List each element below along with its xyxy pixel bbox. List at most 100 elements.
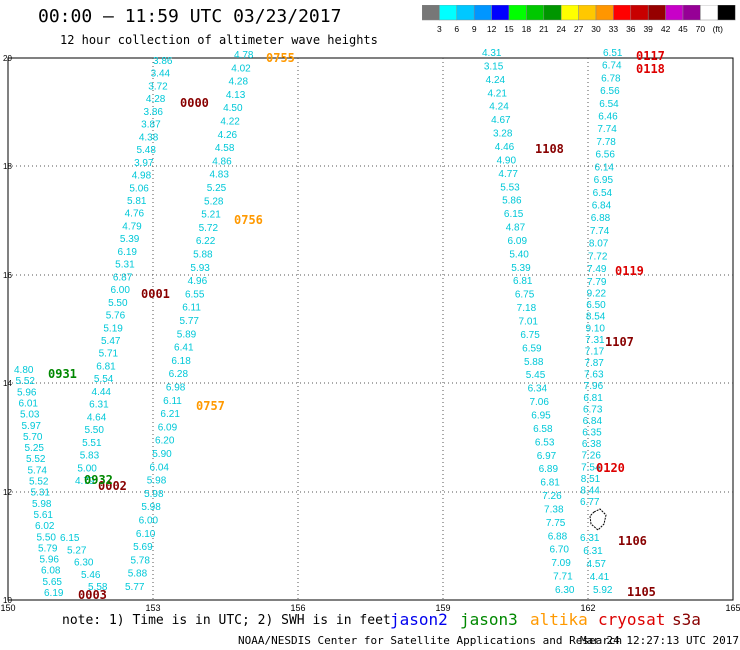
wave-height-value: 6.09 [158,422,178,433]
wave-height-value: 6.56 [600,86,620,97]
colorbar-swatch [717,5,736,21]
wave-height-value: 4.28 [229,77,249,88]
colorbar-label: 3 [437,24,442,34]
map-subtitle: 12 hour collection of altimeter wave hei… [60,33,378,47]
colorbar-label: 36 [626,24,636,34]
wave-height-value: 6.11 [182,303,201,314]
wave-height-value: 5.51 [82,438,102,449]
wave-height-value: 3.28 [493,129,513,140]
wave-height-value: 6.18 [171,356,191,367]
wave-height-value: 6.75 [515,290,535,301]
wave-height-value: 7.31 [585,335,605,346]
wave-height-value: 6.98 [166,383,186,394]
wave-height-value: 6.88 [548,531,568,542]
y-tick-label: 12 [3,488,12,497]
wave-height-value: 9.22 [587,289,607,300]
wave-height-value: 4.79 [122,221,142,232]
wave-height-value: 4.24 [486,75,506,86]
colorbar-label: 27 [574,24,584,34]
wave-height-value: 5.88 [524,357,544,368]
x-tick-label: 150 [0,603,15,613]
wave-height-value: 3.87 [141,120,161,131]
wave-height-value: 5.46 [81,570,101,581]
wave-height-value: 5.69 [133,542,153,553]
wave-height-value: 6.95 [531,410,551,421]
wave-height-value: 6.54 [599,99,619,110]
wave-height-value: 7.26 [542,491,562,502]
wave-height-value: 7.75 [546,518,566,529]
map-frame [7,57,734,601]
wave-height-value: 6.35 [582,428,602,439]
island-outline [589,508,607,531]
wave-height-value: 7.74 [590,226,610,237]
y-tick-label: 18 [3,162,12,171]
wave-height-value: 4.21 [487,88,507,99]
wave-height-value: 5.21 [201,210,221,221]
y-tick-label: 14 [3,379,12,388]
wave-height-value: 4.22 [220,117,240,128]
x-tick-label: 165 [725,603,740,613]
pass-time-label: 0002 [98,479,127,493]
legend-s3a: s3a [672,610,701,629]
colorbar-label: 70 [696,24,706,34]
pass-time-label: 0931 [48,367,77,381]
wave-height-value: 5.97 [22,421,42,432]
wave-height-value: 6.51 [603,48,623,59]
wave-height-value: 6.81 [583,393,603,404]
wave-height-value: 6.59 [522,343,542,354]
wave-height-value: 6.78 [601,73,621,84]
wave-height-value: 6.54 [593,188,613,199]
colorbar-label: 24 [556,24,566,34]
x-tick-label: 162 [580,603,595,613]
wave-height-value: 5.00 [77,463,97,474]
wave-height-value: 5.83 [80,451,100,462]
wave-height-value: 8.07 [589,239,609,250]
wave-height-value: 4.76 [125,209,145,220]
wave-height-value: 6.56 [595,150,615,161]
wave-height-value: 4.02 [231,63,251,74]
pass-time-label: 0120 [596,461,625,475]
wave-height-value: 6.77 [580,497,600,508]
wave-height-value: 4.67 [491,115,511,126]
wave-height-value: 7.87 [584,358,604,369]
wave-height-value: 5.39 [511,263,531,274]
wave-height-value: 3.97 [134,158,154,169]
x-tick-label: 159 [435,603,450,613]
wave-height-value: 6.20 [155,436,175,447]
wave-height-value: 3.86 [153,56,173,67]
wave-height-value: 6.00 [110,285,130,296]
wave-height-value: 7.54 [581,462,601,473]
wave-height-value: 6.19 [118,247,138,258]
wave-height-value: 6.88 [591,213,611,224]
wave-height-value: 5.74 [28,465,48,476]
colorbar-label: 33 [609,24,619,34]
wave-height-value: 5.65 [43,577,63,588]
wave-height-value: 5.72 [199,223,219,234]
wave-height-value: 6.21 [160,409,180,420]
wave-height-value: 6.50 [586,300,606,311]
wave-height-value: 6.70 [550,545,570,556]
wave-height-value: 6.75 [520,330,540,341]
wave-height-value: 4.24 [489,102,509,113]
credit-text: NOAA/NESDIS Center for Satellite Applica… [238,634,623,647]
wave-height-value: 3.86 [144,107,164,118]
colorbar-label: 39 [643,24,653,34]
wave-height-value: 4.26 [218,130,238,141]
wave-height-value: 4.38 [139,132,159,143]
pass-time-label: 0756 [234,213,263,227]
wave-height-value: 4.79 [75,476,95,487]
wave-height-value: 5.92 [593,585,613,596]
wave-height-value: 6.31 [583,546,603,557]
wave-height-value: 6.15 [504,209,524,220]
wave-height-value: 5.58 [88,582,108,593]
wave-height-value: 5.61 [34,510,54,521]
wave-height-value: 5.98 [141,502,161,513]
wave-height-value: 6.00 [139,516,159,527]
wave-height-value: 7.26 [581,451,601,462]
wave-height-value: 6.30 [555,585,575,596]
wave-height-value: 6.74 [602,61,622,72]
wave-height-value: 6.11 [163,396,182,407]
pass-time-label: 1105 [627,585,656,599]
wave-height-value: 6.34 [528,384,548,395]
wave-height-value: 7.79 [587,277,607,288]
